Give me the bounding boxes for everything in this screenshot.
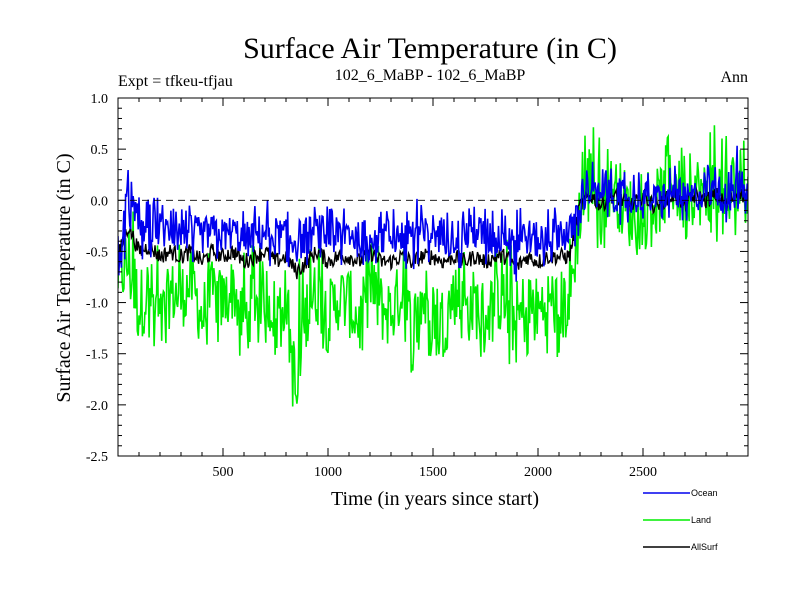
- y-tick-label: 0.5: [91, 143, 109, 158]
- series-line-ocean: [118, 145, 748, 282]
- x-tick-label: 1000: [314, 465, 342, 480]
- y-tick-label: -2.0: [86, 399, 108, 414]
- legend: Ocean Land AllSurf: [643, 488, 718, 552]
- y-axis-label: Surface Air Temperature (in C): [53, 153, 75, 402]
- y-tick-label: 0.0: [91, 194, 109, 209]
- chart-title: Surface Air Temperature (in C): [243, 32, 617, 65]
- axes: 1.0 0.5 0.0 -0.5 -1.0 -1.5 -2.0 -2.5 500 1000 1500…: [86, 92, 749, 480]
- series-line-land: [118, 125, 748, 407]
- experiment-label: Expt = tfkeu-tfjau: [118, 73, 233, 90]
- legend-label-ocean: Ocean: [691, 488, 718, 498]
- x-tick-label: 500: [213, 465, 234, 480]
- plot-area: [118, 125, 748, 407]
- x-axis-label: Time (in years since start): [331, 488, 539, 510]
- period-label: 102_6_MaBP - 102_6_MaBP: [335, 67, 526, 84]
- y-tick-label: -1.5: [86, 348, 108, 363]
- x-tick-label: 2000: [524, 465, 552, 480]
- season-label: Ann: [720, 69, 748, 86]
- legend-label-allsurf: AllSurf: [691, 542, 718, 552]
- x-tick-label: 2500: [629, 465, 657, 480]
- legend-label-land: Land: [691, 515, 711, 525]
- y-tick-label: -0.5: [86, 245, 108, 260]
- y-tick-label: -2.5: [86, 450, 108, 465]
- y-tick-label: -1.0: [86, 297, 108, 312]
- y-tick-label: 1.0: [91, 92, 109, 107]
- x-tick-label: 1500: [419, 465, 447, 480]
